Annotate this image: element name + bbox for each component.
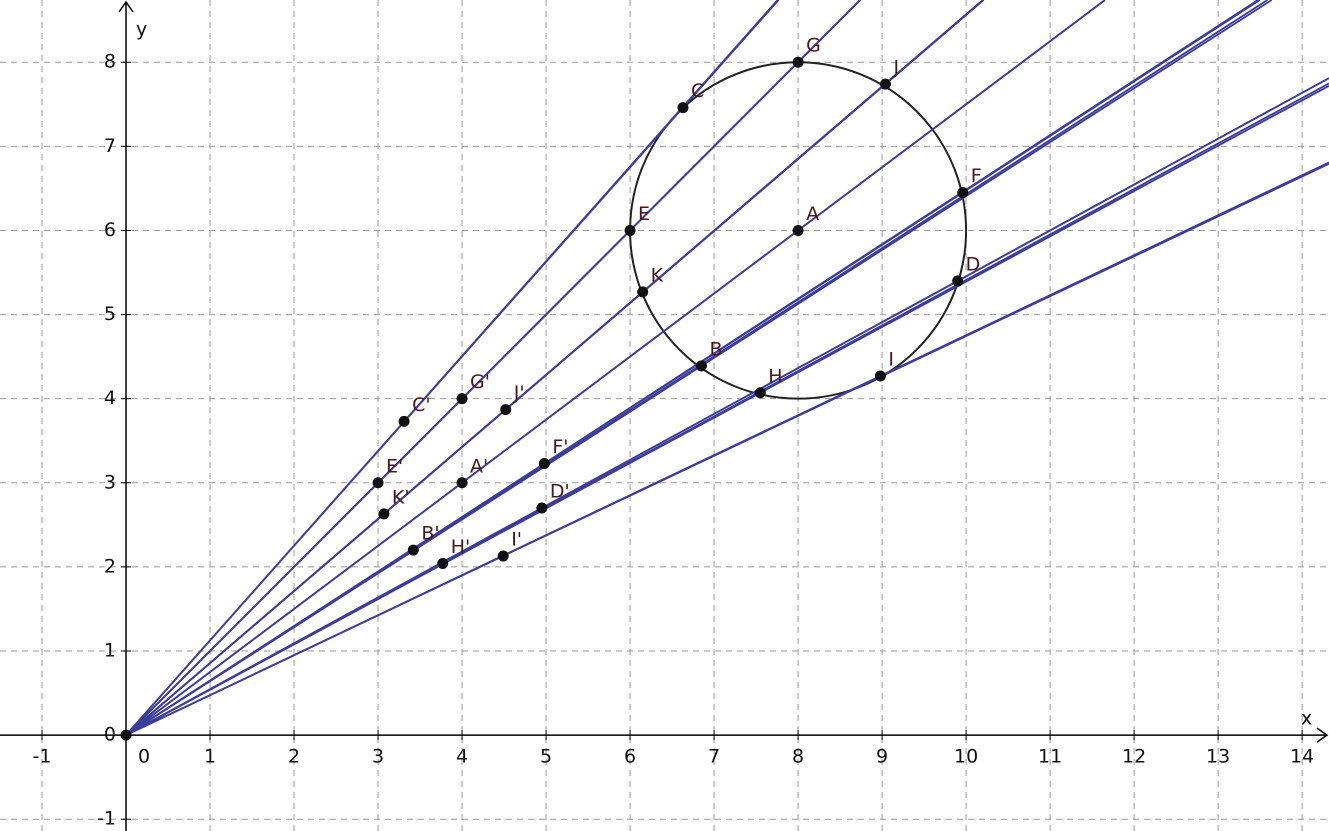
point-label: C' <box>412 394 431 416</box>
x-tick-label: 0 <box>138 746 150 768</box>
y-tick-label: 2 <box>104 555 116 577</box>
point <box>624 224 636 236</box>
point-label: J' <box>513 382 525 404</box>
ray <box>125 0 984 736</box>
x-tick-label: 2 <box>288 746 300 768</box>
ray <box>125 0 1106 736</box>
x-axis-arrow <box>1316 727 1329 743</box>
point-label: E <box>638 203 650 225</box>
point <box>695 360 707 372</box>
point-label: B' <box>421 523 439 545</box>
point <box>538 457 550 469</box>
x-tick-label: 8 <box>792 746 804 768</box>
point-label: A <box>806 203 819 225</box>
x-tick-label: 3 <box>372 746 384 768</box>
point <box>407 544 419 556</box>
point <box>120 729 132 741</box>
point-label: F <box>971 165 982 187</box>
x-tick-label: 1 <box>204 746 216 768</box>
x-tick-label: 14 <box>1290 746 1314 768</box>
point-label: E' <box>386 455 403 477</box>
point-label: K' <box>392 486 410 508</box>
y-tick-label: 4 <box>104 387 116 409</box>
point <box>500 404 512 416</box>
y-tick-label: 1 <box>104 640 116 662</box>
y-axis-arrow <box>118 0 134 13</box>
x-tick-label: 5 <box>540 746 552 768</box>
point <box>754 387 766 399</box>
point-label: D <box>966 253 981 275</box>
point <box>792 224 804 236</box>
point <box>497 550 509 562</box>
point-label: G <box>806 35 821 57</box>
x-tick-label: -1 <box>33 746 52 768</box>
point <box>398 415 410 427</box>
point <box>637 286 649 298</box>
ray <box>125 0 779 736</box>
ray <box>125 82 1329 736</box>
point-label: C <box>691 80 704 102</box>
point-label: B <box>709 338 722 360</box>
ray <box>125 162 1329 736</box>
point-label: I' <box>511 528 522 550</box>
y-tick-label: -1 <box>97 808 116 830</box>
x-axis-label: x <box>1301 708 1312 730</box>
y-tick-label: 7 <box>104 135 116 157</box>
point <box>952 275 964 287</box>
y-tick-label: 0 <box>104 724 116 746</box>
x-tick-label: 4 <box>456 746 468 768</box>
y-tick-label: 6 <box>104 219 116 241</box>
point <box>792 56 804 68</box>
point <box>378 508 390 520</box>
point-label: H <box>768 365 782 387</box>
y-tick-label: 5 <box>104 303 116 325</box>
x-tick-label: 9 <box>876 746 888 768</box>
point <box>874 370 886 382</box>
point-label: K <box>651 264 664 286</box>
point <box>957 187 969 199</box>
point-label: J <box>892 57 899 79</box>
point <box>677 102 689 114</box>
y-axis-label: y <box>136 19 147 41</box>
x-tick-label: 10 <box>954 746 978 768</box>
point <box>456 393 468 405</box>
point-label: I <box>888 348 894 370</box>
point-label: D' <box>550 481 570 503</box>
point-label: A' <box>470 455 488 477</box>
x-tick-label: 7 <box>708 746 720 768</box>
x-tick-label: 13 <box>1206 746 1230 768</box>
point-label: H' <box>451 536 471 558</box>
y-tick-label: 8 <box>104 51 116 73</box>
x-tick-label: 6 <box>624 746 636 768</box>
x-tick-label: 12 <box>1122 746 1146 768</box>
x-tick-label: 11 <box>1038 746 1062 768</box>
y-tick-label: 3 <box>104 471 116 493</box>
ray <box>125 0 861 736</box>
point <box>372 477 384 489</box>
point-label: G' <box>470 371 490 393</box>
point <box>536 502 548 514</box>
point <box>456 477 468 489</box>
point <box>437 558 449 570</box>
point <box>879 78 891 90</box>
point-label: F' <box>552 436 568 458</box>
